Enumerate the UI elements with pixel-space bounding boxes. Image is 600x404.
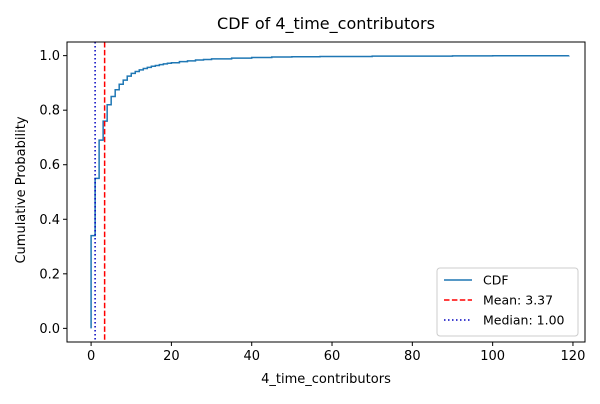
y-tick-label: 0.4 <box>39 213 60 228</box>
x-axis-label: 4_time_contributors <box>261 372 391 387</box>
y-tick-label: 0.0 <box>39 322 60 337</box>
y-tick-label: 0.2 <box>39 267 60 282</box>
x-tick-label: 100 <box>480 349 505 364</box>
x-tick-label: 20 <box>163 349 180 364</box>
legend-label-mean: Mean: 3.37 <box>483 293 553 308</box>
x-tick-label: 80 <box>404 349 421 364</box>
legend-box <box>436 267 579 337</box>
x-tick-label: 60 <box>324 349 341 364</box>
axes-frame <box>66 41 586 343</box>
legend-label-median: Median: 1.00 <box>483 313 565 328</box>
y-tick-label: 0.8 <box>39 104 60 119</box>
x-tick-label: 120 <box>561 349 586 364</box>
y-tick-label: 1.0 <box>39 49 60 64</box>
x-tick-label: 40 <box>243 349 260 364</box>
chart-title: CDF of 4_time_contributors <box>217 14 435 34</box>
legend: CDF Mean: 3.37 Median: 1.00 <box>436 267 579 337</box>
x-tick-label: 0 <box>87 349 95 364</box>
series-line-cdf <box>90 54 570 329</box>
y-tick-label: 0.6 <box>39 158 60 173</box>
plot-area: 0 20 40 60 80 100 120 0.0 0.2 0.4 0.6 0.8 1.0 <box>39 41 586 364</box>
legend-label-cdf: CDF <box>483 273 509 288</box>
y-axis-label: Cumulative Probability <box>14 116 29 263</box>
